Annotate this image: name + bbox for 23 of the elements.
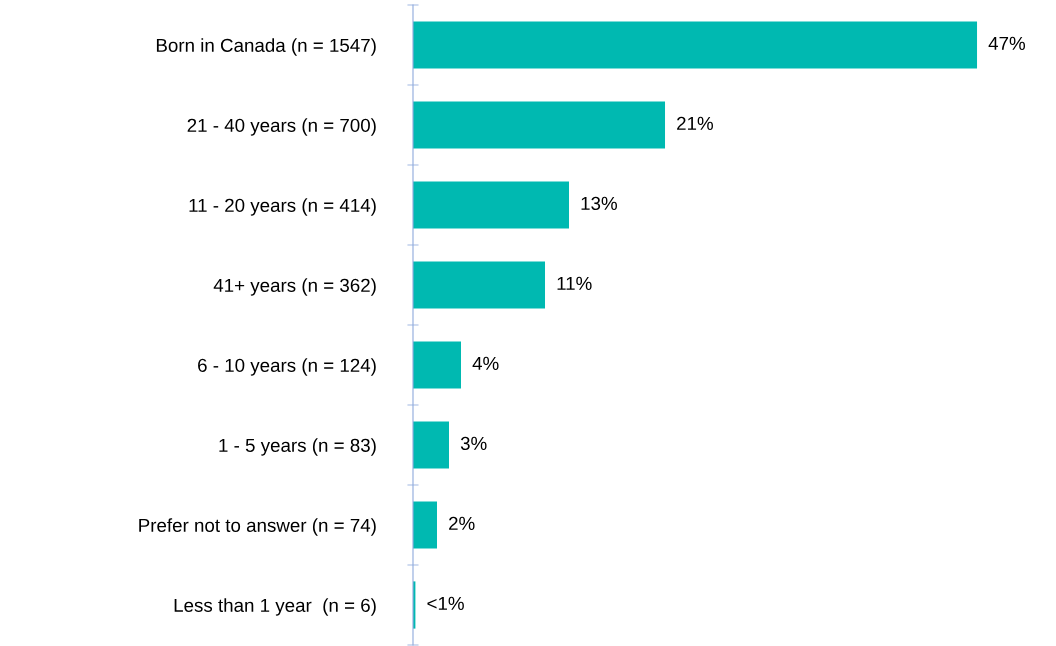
data-label: 4%	[472, 356, 499, 370]
data-label: <1%	[427, 596, 464, 610]
y-tick-label: 21 - 40 years (n = 700)	[187, 118, 376, 136]
data-label: 21%	[677, 116, 713, 130]
y-tick-label: Prefer not to answer (n = 74)	[139, 518, 376, 536]
data-label: 2%	[449, 516, 475, 530]
bar	[413, 21, 978, 69]
y-tick-label: 11 - 20 years (n = 414)	[189, 198, 376, 216]
bar	[413, 261, 546, 309]
y-tick-label: 1 - 5 years (n = 83)	[219, 438, 376, 456]
data-label: 47%	[988, 36, 1026, 50]
bar	[413, 501, 437, 549]
bar	[413, 101, 666, 149]
bar	[413, 181, 570, 229]
data-label: 13%	[581, 196, 617, 211]
y-tick-label: 41+ years (n = 362)	[213, 278, 376, 296]
data-label: 11%	[557, 276, 592, 290]
data-label: 3%	[460, 436, 487, 451]
bar	[413, 421, 449, 469]
bar	[413, 341, 461, 389]
y-tick-label: 6 - 10 years (n = 124)	[198, 358, 376, 376]
y-tick-label: Born in Canada (n = 1547)	[156, 38, 376, 56]
y-tick-label: Less than 1 year (n = 6)	[174, 598, 376, 616]
